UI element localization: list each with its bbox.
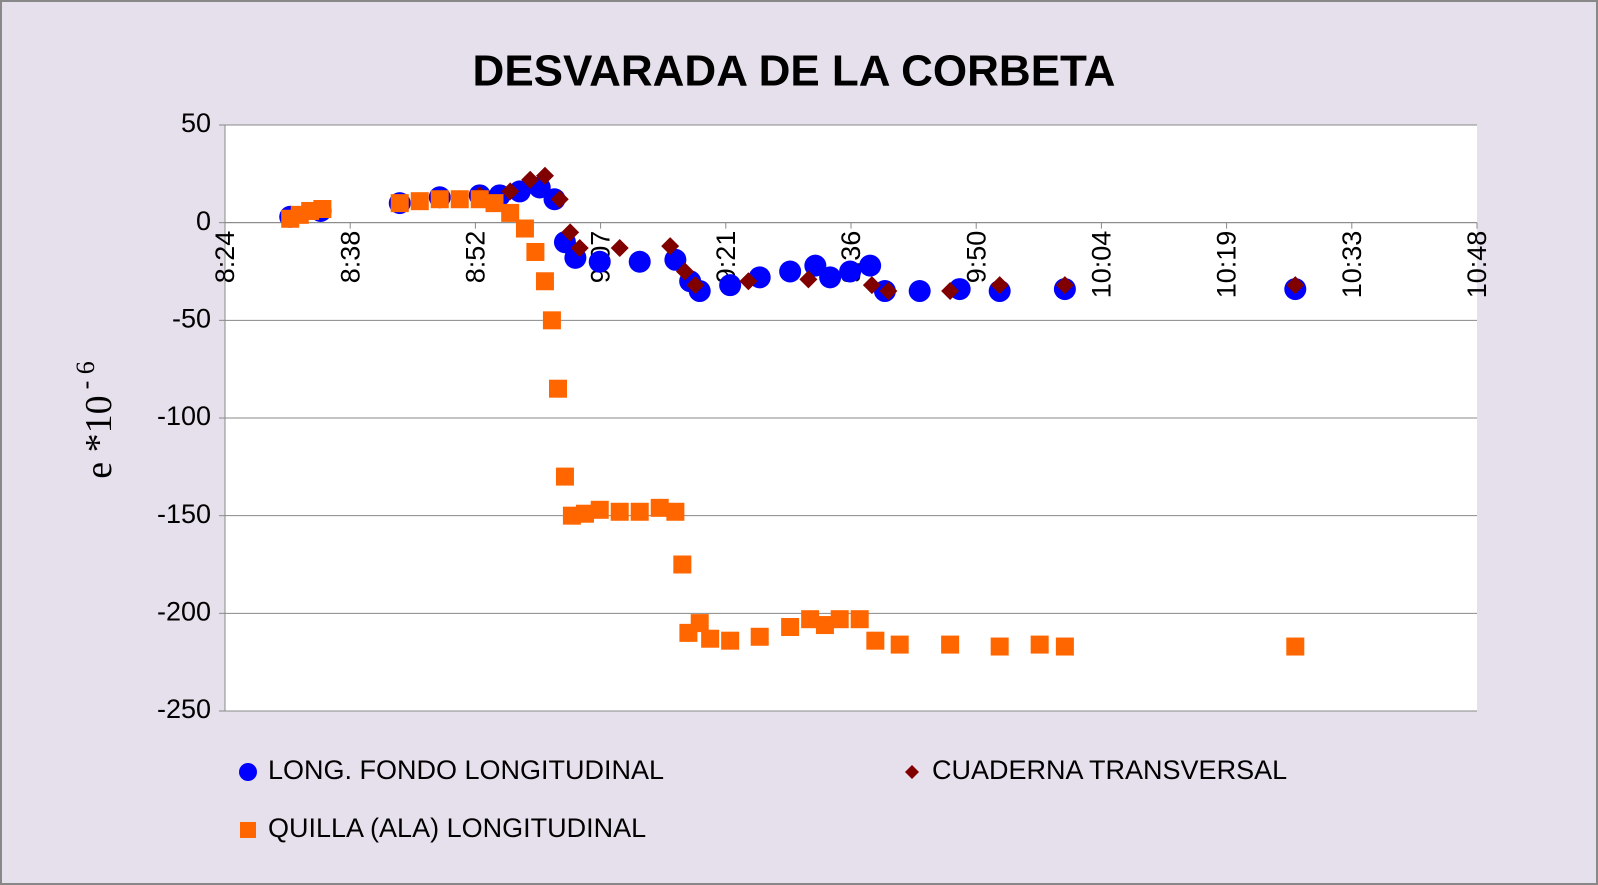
legend-label: LONG. FONDO LONGITUDINAL (268, 755, 664, 785)
y-tick-label: -200 (157, 596, 211, 626)
data-point (570, 239, 589, 258)
x-tick-label: 8:38 (335, 231, 365, 284)
data-point (719, 274, 742, 297)
data-point (686, 276, 705, 295)
data-point (450, 190, 469, 209)
data-point (561, 223, 580, 242)
x-tick-label: 10:04 (1087, 231, 1117, 299)
x-tick-label: 8:24 (210, 231, 240, 284)
data-point (521, 170, 540, 189)
data-point (721, 631, 740, 650)
legend-label: CUADERNA TRANSVERSAL (932, 755, 1287, 785)
data-point (799, 270, 818, 289)
y-tick-label: -50 (172, 303, 211, 333)
y-label-text: e *10 - 6 (71, 361, 120, 479)
data-point (673, 555, 692, 574)
data-point (628, 250, 651, 273)
legend-label: QUILLA (ALA) LONGITUDINAL (268, 813, 646, 843)
data-point (941, 635, 960, 654)
data-point (1286, 637, 1305, 656)
data-point (515, 219, 534, 238)
y-label-main: e *10 (78, 395, 120, 478)
data-point (990, 276, 1009, 295)
data-point (750, 627, 769, 646)
data-point (650, 498, 669, 517)
data-point (485, 194, 504, 213)
data-point (1030, 635, 1049, 654)
data-point (815, 616, 834, 635)
data-point (630, 502, 649, 521)
x-tick-label: 10:48 (1462, 231, 1492, 299)
data-point (535, 272, 554, 291)
data-point (610, 239, 629, 258)
y-tick-label: -100 (157, 401, 211, 431)
data-point (866, 631, 885, 650)
data-point (801, 610, 820, 629)
data-point (590, 500, 609, 519)
data-point (830, 610, 849, 629)
data-point (542, 311, 561, 330)
data-point (781, 618, 800, 637)
data-point (661, 237, 680, 256)
x-tick-label: 10:33 (1337, 231, 1367, 299)
data-point (410, 192, 429, 211)
data-point (908, 280, 931, 303)
legend-marker (239, 763, 257, 781)
data-point (666, 502, 685, 521)
y-tick-label: -250 (157, 694, 211, 724)
data-point (1286, 276, 1305, 295)
data-point (879, 282, 898, 301)
data-point (555, 467, 574, 486)
data-point (501, 203, 520, 222)
data-point (819, 266, 842, 289)
data-point (850, 610, 869, 629)
y-axis-label: e *10 - 6 (71, 361, 120, 479)
data-point (430, 190, 449, 209)
x-tick-label: 9:50 (961, 231, 991, 284)
data-point (470, 190, 489, 209)
data-point (890, 635, 909, 654)
data-point (859, 254, 882, 277)
data-point (675, 262, 694, 281)
x-tick-label: 8:52 (461, 231, 491, 284)
data-point (739, 272, 758, 291)
legend-marker (240, 822, 256, 838)
data-point (588, 250, 611, 273)
data-point (313, 199, 332, 218)
data-point (804, 254, 827, 277)
data-point (1055, 637, 1074, 656)
y-tick-label: -150 (157, 499, 211, 529)
data-point (779, 260, 802, 283)
legend-marker (905, 765, 919, 779)
data-point (550, 190, 569, 209)
data-point (610, 502, 629, 521)
data-point (690, 614, 709, 633)
chart-title: DESVARADA DE LA CORBETA (473, 47, 1116, 96)
data-point (990, 637, 1009, 656)
x-tick-label: 10:19 (1212, 231, 1242, 299)
y-label-superscript: - 6 (71, 361, 100, 389)
data-point (508, 180, 531, 203)
data-point (839, 260, 862, 283)
data-point (535, 166, 554, 185)
data-point (941, 282, 960, 301)
y-tick-label: 50 (181, 108, 211, 138)
data-point (575, 504, 594, 523)
data-point (1055, 276, 1074, 295)
data-point (862, 276, 881, 295)
x-tick-label: 9:21 (711, 231, 741, 284)
data-point (548, 379, 567, 398)
y-tick-label: 0 (196, 206, 211, 236)
data-point (501, 182, 520, 201)
data-point (701, 629, 720, 648)
data-point (390, 194, 409, 213)
data-point (526, 242, 545, 261)
